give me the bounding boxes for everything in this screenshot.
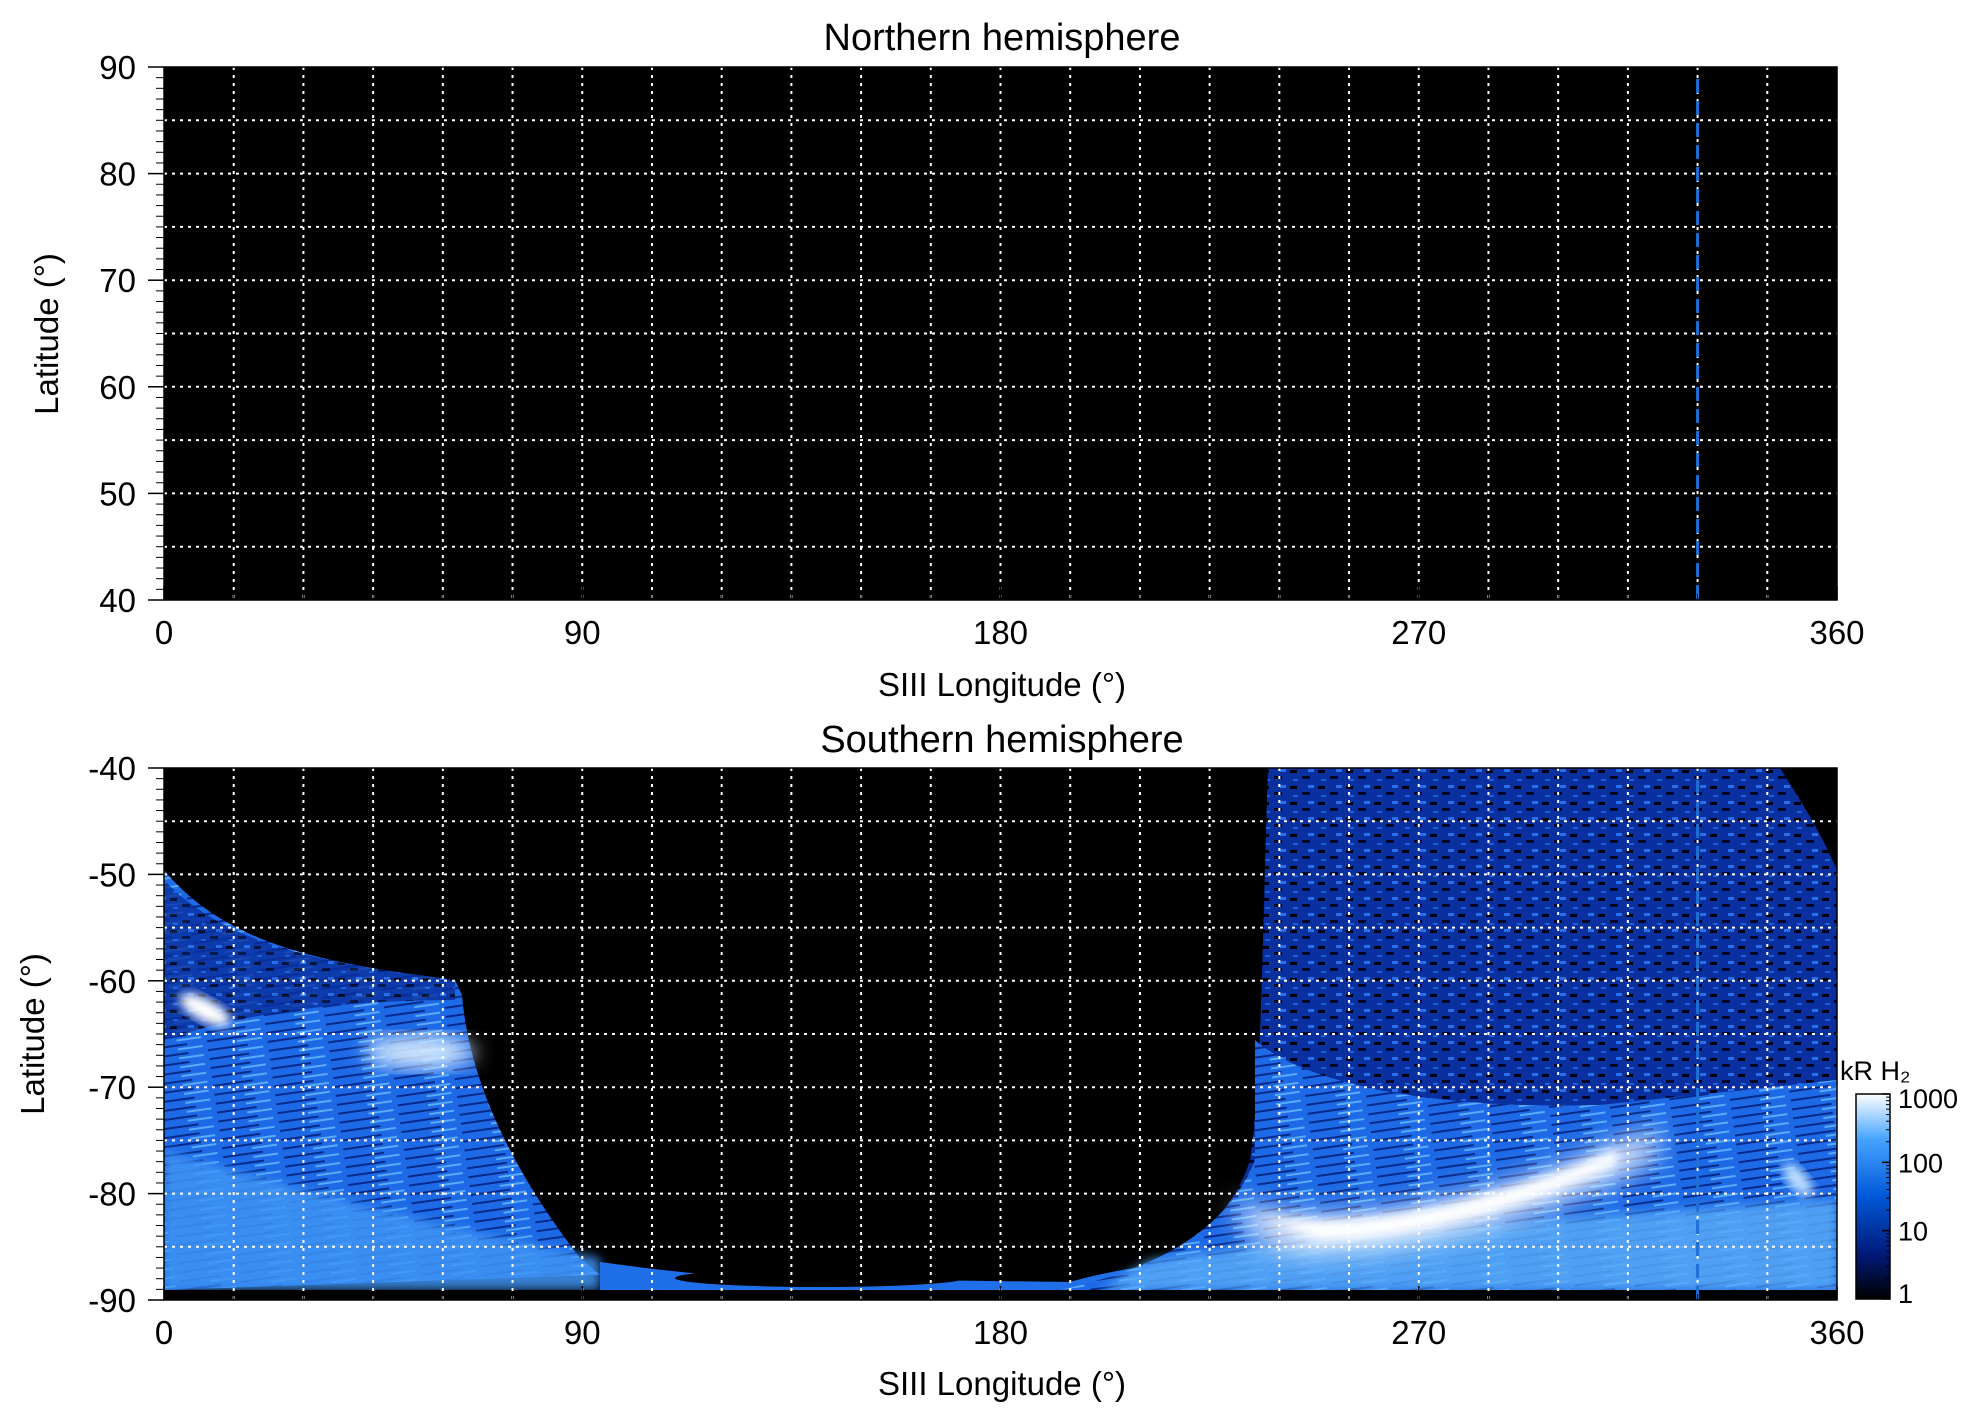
- north-xtick-label: 0: [155, 614, 173, 651]
- south-grid: [164, 768, 1837, 1300]
- north-ytick-label: 50: [99, 475, 136, 512]
- south-ylabel: Latitude (°): [14, 953, 51, 1115]
- north-title: Northern hemisphere: [824, 17, 1181, 59]
- colorbar-gradient: [1855, 1093, 1891, 1300]
- north-xtick-label: 270: [1391, 614, 1446, 651]
- south-ytick-label: -40: [88, 750, 136, 787]
- south-emission: [164, 768, 1837, 1300]
- north-xlabel: SIII Longitude (°): [878, 666, 1126, 703]
- north-ytick-label: 90: [99, 49, 136, 86]
- north-ytick-label: 80: [99, 156, 136, 193]
- south-panel: Southern hemisphere: [14, 719, 1865, 1402]
- colorbar-ticks: 1 10 100 1000: [1882, 1084, 1958, 1309]
- south-ytick-label: -50: [88, 856, 136, 893]
- north-ytick-label: 40: [99, 582, 136, 619]
- south-xtick-label: 0: [155, 1314, 173, 1351]
- south-xtick-label: 270: [1391, 1314, 1446, 1351]
- south-ytick-label: -90: [88, 1282, 136, 1319]
- colorbar-label-text: kR H₂: [1840, 1056, 1910, 1086]
- north-panel: Northern hemisphere 0 90 180 270 360 40 50 60 70…: [28, 17, 1865, 703]
- south-right-lobe-glow: [1100, 1200, 1837, 1290]
- south-xlabel: SIII Longitude (°): [878, 1365, 1126, 1402]
- south-bright-arc-left: [365, 1036, 475, 1068]
- north-xtick-label: 90: [564, 614, 601, 651]
- south-xtick-label: 360: [1809, 1314, 1864, 1351]
- south-xtick-label: 180: [973, 1314, 1028, 1351]
- colorbar: kR H₂ 1 10 100 1000: [1840, 1056, 1958, 1309]
- north-xtick-label: 360: [1809, 614, 1864, 651]
- south-left-lobe-glow: [164, 1150, 600, 1290]
- south-xtick-label: 90: [564, 1314, 601, 1351]
- north-ytick-label: 60: [99, 369, 136, 406]
- colorbar-tick-label: 100: [1898, 1148, 1943, 1178]
- south-title: Southern hemisphere: [820, 719, 1183, 761]
- colorbar-tick-label: 1000: [1898, 1084, 1958, 1114]
- south-cap-notch: [675, 1269, 965, 1287]
- colorbar-tick-label: 10: [1898, 1217, 1928, 1247]
- colorbar-tick-label: 1: [1898, 1279, 1913, 1309]
- north-ylabel: Latitude (°): [28, 253, 65, 415]
- south-axes: 0 90 180 270 360 -90 -80 -70 -60 -50 -40: [88, 750, 1864, 1351]
- south-corner-dark: [1780, 768, 1837, 870]
- south-main-oval-arc-core: [1250, 1148, 1620, 1240]
- north-ytick-label: 70: [99, 262, 136, 299]
- south-bright-spot: [179, 993, 231, 1027]
- south-ytick-label: -60: [88, 963, 136, 1000]
- south-ytick-label: -80: [88, 1176, 136, 1213]
- north-xtick-label: 180: [973, 614, 1028, 651]
- south-main-oval-arc: [1235, 1130, 1660, 1250]
- south-right-bright-spot: [1783, 1163, 1813, 1197]
- north-axes: 0 90 180 270 360 40 50 60 70 80 90: [99, 49, 1864, 651]
- colorbar-label: kR H₂: [1840, 1056, 1910, 1086]
- south-left-lobe-speckle: [164, 880, 455, 1040]
- south-ytick-label: -70: [88, 1069, 136, 1106]
